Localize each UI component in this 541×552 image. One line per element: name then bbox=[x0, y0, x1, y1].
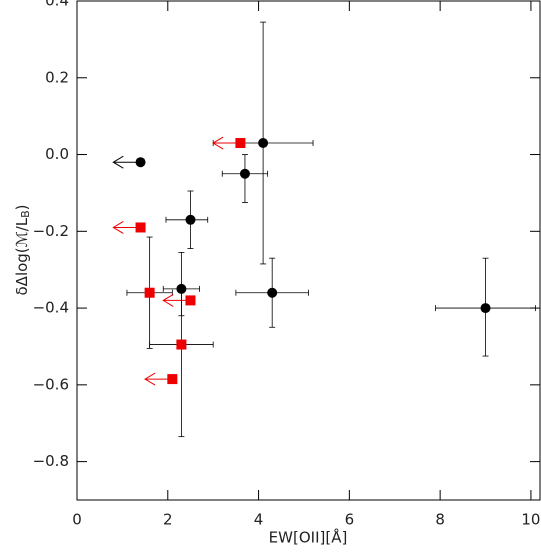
y-tick-label: −0.8 bbox=[33, 452, 69, 470]
y-axis-label-main: δΔlog(ℳ/L bbox=[13, 217, 31, 295]
y-tick-label: 0.4 bbox=[45, 0, 69, 10]
point bbox=[258, 138, 269, 149]
point bbox=[480, 303, 491, 314]
point bbox=[144, 287, 155, 298]
y-axis-label-sub: B bbox=[19, 210, 32, 218]
point bbox=[135, 157, 146, 168]
point bbox=[185, 214, 196, 225]
y-tick-label: 0.2 bbox=[45, 68, 69, 86]
point bbox=[239, 168, 250, 179]
point bbox=[185, 295, 196, 306]
point bbox=[235, 138, 246, 149]
plot-frame bbox=[76, 0, 541, 501]
y-tick-label: −0.6 bbox=[33, 375, 69, 393]
x-tick-label: 6 bbox=[345, 511, 355, 529]
x-tick-label: 8 bbox=[435, 511, 445, 529]
x-tick-label: 10 bbox=[521, 511, 540, 529]
point bbox=[176, 283, 187, 294]
y-tick-label: −0.2 bbox=[33, 222, 69, 240]
x-tick-label: 2 bbox=[163, 511, 173, 529]
y-tick-label: 0.0 bbox=[45, 145, 69, 163]
y-tick-label: −0.4 bbox=[33, 299, 69, 317]
point bbox=[135, 222, 146, 233]
x-axis-label: EW[OII][Å] bbox=[269, 528, 348, 547]
point bbox=[267, 287, 278, 298]
point bbox=[167, 374, 178, 385]
y-axis-label: δΔlog(ℳ/LB) bbox=[13, 204, 33, 295]
point bbox=[176, 339, 187, 350]
x-tick-label: 0 bbox=[72, 511, 82, 529]
y-axis-label-end: ) bbox=[13, 204, 31, 210]
x-tick-label: 4 bbox=[254, 511, 264, 529]
